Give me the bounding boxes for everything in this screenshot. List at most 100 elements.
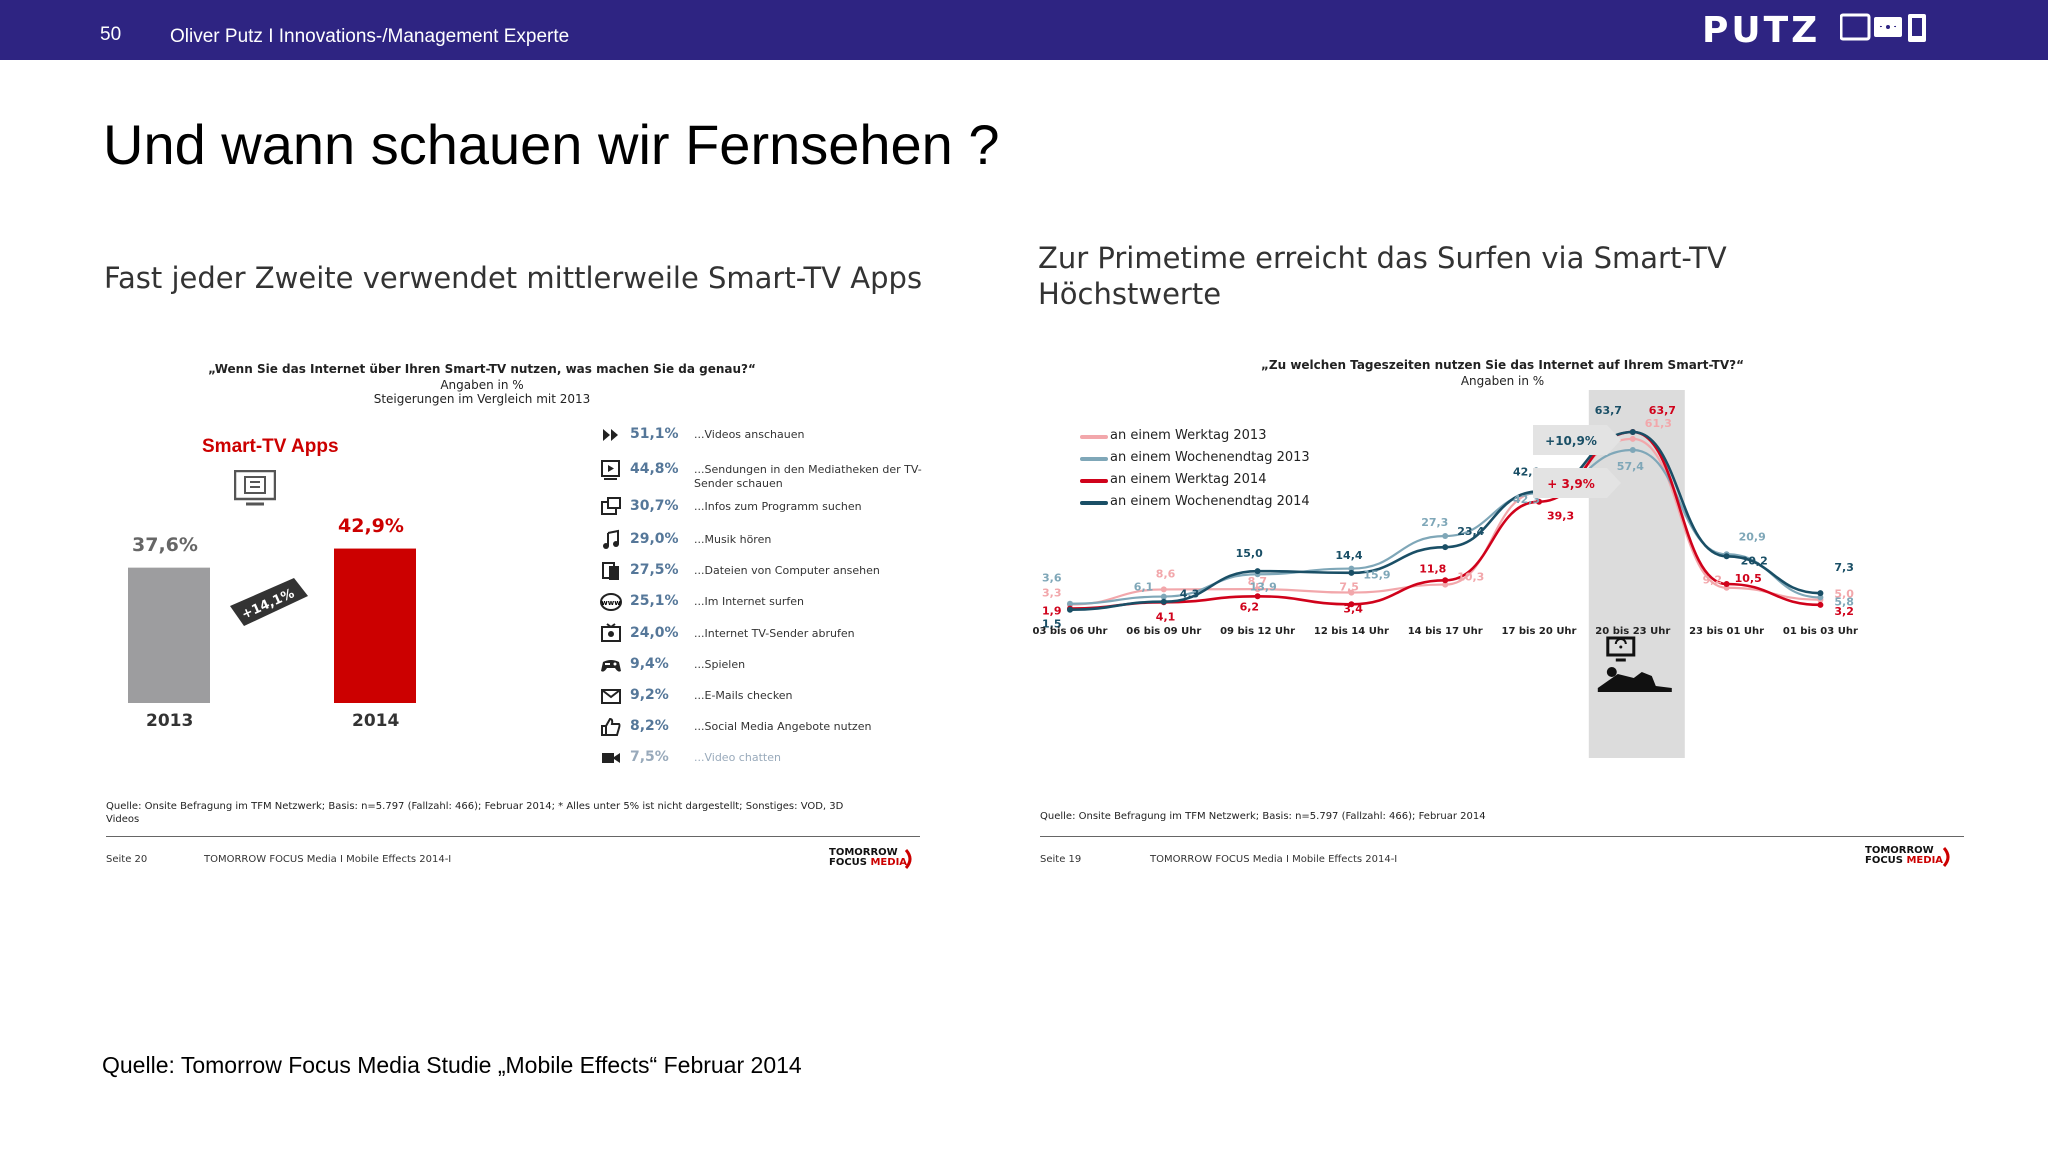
series-point bbox=[1817, 594, 1824, 601]
right-brand-logo: TOMORROW FOCUS MEDIA bbox=[1865, 845, 1944, 866]
activity-label: ...Video chatten bbox=[694, 751, 781, 764]
page-title: Und wann schauen wir Fernsehen ? bbox=[103, 113, 1000, 176]
data-label: 39,3 bbox=[1547, 510, 1574, 523]
series-point bbox=[1723, 553, 1730, 560]
bar-value-label-2013: 37,6% bbox=[132, 533, 198, 556]
activity-label: ...Musik hören bbox=[694, 533, 772, 546]
series-point bbox=[1160, 598, 1167, 605]
data-label: 3,2 bbox=[1834, 605, 1854, 618]
data-label: 1,5 bbox=[1042, 618, 1062, 631]
legend-label: an einem Werktag 2013 bbox=[1110, 428, 1267, 443]
activity-label: ...Internet TV-Sender abrufen bbox=[694, 627, 855, 640]
right-seite: Seite 19 bbox=[1040, 854, 1082, 865]
legend-swatch bbox=[1080, 501, 1108, 505]
bar-2013 bbox=[128, 567, 210, 703]
activity-value: 9,4% bbox=[630, 656, 669, 672]
tfm-bracket-icon-right bbox=[1942, 847, 1950, 867]
series-point bbox=[1442, 581, 1449, 588]
mail-icon bbox=[601, 689, 621, 704]
data-label: 3,3 bbox=[1042, 587, 1062, 600]
data-label: 5,8 bbox=[1834, 595, 1854, 608]
daytime-usage-line-chart: 3,38,68,77,510,342,661,39,25,03,66,113,9… bbox=[1033, 390, 1858, 758]
bar-2014 bbox=[334, 548, 416, 703]
legend-label: an einem Werktag 2014 bbox=[1110, 472, 1267, 487]
smart-tv-apps-bar-chart bbox=[128, 548, 416, 703]
x-tick-label: 09 bis 12 Uhr bbox=[1220, 626, 1295, 637]
legend-swatch bbox=[1080, 479, 1108, 483]
data-label: 8,7 bbox=[1248, 575, 1268, 588]
author-line: Oliver Putz I Innovations-/Management Ex… bbox=[170, 26, 570, 47]
data-label: 7,3 bbox=[1834, 561, 1854, 574]
video-camera-icon bbox=[602, 753, 620, 763]
left-divider bbox=[106, 836, 920, 837]
activity-value: 30,7% bbox=[630, 498, 679, 514]
legend-label: an einem Wochenendtag 2014 bbox=[1110, 494, 1310, 509]
smart-tv-apps-title: Smart-TV Apps bbox=[202, 436, 339, 457]
header-bar: 50 Oliver Putz I Innovations-/Management… bbox=[0, 0, 2048, 60]
series-point bbox=[1629, 435, 1636, 442]
svg-text:+10,9%: +10,9% bbox=[1545, 434, 1597, 448]
data-label: 23,4 bbox=[1457, 525, 1484, 538]
couch-tv-icon bbox=[1597, 636, 1672, 692]
bar-category-label-2014: 2014 bbox=[352, 711, 400, 731]
smart-tv-icon bbox=[234, 470, 276, 506]
footer-source: Quelle: Tomorrow Focus Media Studie „Mob… bbox=[102, 1052, 802, 1078]
series-point bbox=[1254, 593, 1261, 600]
activity-label: ...Spielen bbox=[694, 658, 746, 671]
series-point bbox=[1442, 533, 1449, 539]
activity-label: ...E-Mails checken bbox=[694, 689, 793, 702]
data-label: 11,8 bbox=[1419, 562, 1446, 575]
right-source-note: Quelle: Onsite Befragung im TFM Netzwerk… bbox=[1040, 811, 1486, 822]
data-label: 1,9 bbox=[1042, 605, 1062, 618]
series-point bbox=[1442, 544, 1449, 551]
activity-value: 51,1% bbox=[630, 426, 679, 442]
left-seite: Seite 20 bbox=[106, 854, 148, 865]
series-line-3 bbox=[1069, 430, 1821, 612]
data-label: 7,5 bbox=[1339, 581, 1359, 594]
left-sub-units: Angaben in % bbox=[440, 378, 524, 392]
series-point bbox=[1067, 600, 1073, 607]
fast-forward-icon bbox=[603, 429, 618, 441]
data-label: 10,5 bbox=[1735, 572, 1762, 585]
series-point bbox=[1817, 601, 1824, 608]
bar-category-label-2013: 2013 bbox=[146, 711, 194, 731]
program-guide-icon bbox=[601, 497, 621, 515]
tfm-bracket-icon bbox=[904, 849, 912, 869]
tv-station-icon bbox=[601, 623, 621, 642]
legend-label: an einem Wochenendtag 2013 bbox=[1110, 450, 1310, 465]
data-label: 57,4 bbox=[1617, 460, 1644, 473]
data-label: 10,3 bbox=[1457, 571, 1484, 584]
series-point bbox=[1160, 586, 1167, 593]
data-label: 3,6 bbox=[1042, 572, 1062, 585]
files-icon bbox=[602, 562, 619, 580]
gamepad-icon bbox=[601, 660, 621, 672]
growth-badge-weekday: + 3,9% bbox=[1533, 468, 1621, 498]
left-sub-comparison: Steigerungen im Vergleich mit 2013 bbox=[373, 392, 591, 406]
series-point bbox=[1348, 589, 1355, 596]
series-point bbox=[1348, 565, 1355, 572]
series-point bbox=[1629, 447, 1636, 453]
page-number: 50 bbox=[100, 24, 122, 45]
activity-label: ...Infos zum Programm suchen bbox=[694, 500, 862, 513]
data-label: 20,2 bbox=[1741, 554, 1768, 567]
data-label: 27,3 bbox=[1421, 516, 1448, 529]
left-source-note: Quelle: Onsite Befragung im TFM Netzwerk… bbox=[106, 801, 844, 825]
series-point bbox=[1348, 601, 1355, 608]
series-point bbox=[1536, 498, 1542, 505]
activity-label: ...Dateien von Computer ansehen bbox=[694, 564, 880, 577]
right-divider bbox=[1040, 836, 1964, 837]
growth-arrow-badge: +14,1% bbox=[230, 578, 308, 626]
series-point bbox=[1160, 593, 1167, 600]
data-label: 6,2 bbox=[1240, 600, 1260, 613]
series-point bbox=[1817, 590, 1824, 597]
data-label: 15,9 bbox=[1363, 569, 1390, 582]
putz-logo: PUTZ bbox=[1702, 10, 1821, 51]
series-point bbox=[1348, 569, 1355, 576]
activity-value: 9,2% bbox=[630, 687, 669, 703]
data-label: 63,7 bbox=[1649, 404, 1676, 417]
left-brand-logo: TOMORROW FOCUS MEDIA bbox=[829, 847, 908, 868]
www-icon: www bbox=[600, 593, 622, 611]
legend-swatch bbox=[1080, 457, 1108, 461]
svg-text:www: www bbox=[601, 599, 621, 607]
data-label: 61,3 bbox=[1645, 417, 1672, 430]
